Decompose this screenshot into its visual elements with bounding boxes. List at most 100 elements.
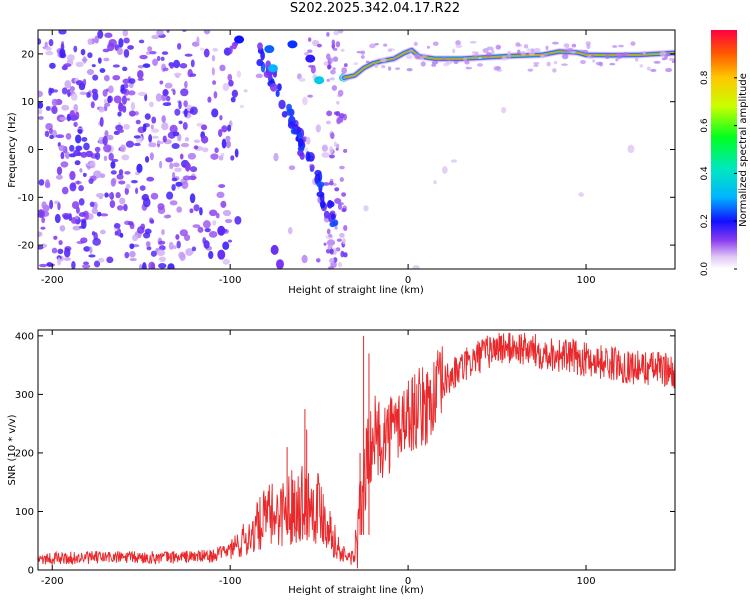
spectrogram-cell [199,207,203,216]
spectrogram-cell [49,62,56,69]
y-tick-label: 0 [28,566,34,577]
spectrogram-ylabel: Frequency (Hz) [7,112,18,188]
spectrogram-cell [202,220,211,229]
spectrogram-cell [143,232,151,239]
spectrogram-cell [220,200,227,208]
spectrogram-cell [92,91,99,101]
spectrogram-cell [124,187,129,195]
spectrogram-cell [229,45,233,54]
spectrogram-cell [413,41,418,47]
spectrogram-cell [94,146,101,153]
spectrogram-cell [88,178,94,185]
spectrogram-cell [115,192,121,199]
spectrogram-cell [314,76,325,85]
spectrogram-cell [173,59,181,69]
spectrogram-cell [74,160,81,166]
spectrogram-cell [374,63,379,68]
spectrogram-cell [129,250,136,258]
spectrogram-cell [225,135,231,142]
spectrogram-cell [137,77,144,81]
spectrogram-cell [148,261,156,269]
spectrogram-cell [113,130,120,136]
spectrogram-cell [110,178,116,187]
spectrogram-cell [44,130,50,138]
y-tick-label: 100 [15,507,34,518]
spectrogram-cell [144,113,151,120]
spectrogram-cell [89,201,95,208]
spectrogram-cell [61,87,68,95]
spectrogram-cell [330,69,336,75]
spectrogram-cell [91,231,96,236]
spectrogram-cell [162,89,169,97]
spectrogram-cell [92,237,101,246]
colorbar: 0.0 0.2 0.4 0.6 0.8 Normalized spectral ampl… [700,30,749,276]
spectrogram-cell [208,230,218,238]
spectrogram-cell [151,34,160,40]
spectrogram-cell [217,249,226,260]
spectrogram-cell [133,135,141,139]
colorbar-tick-label: 0.2 [700,214,710,228]
spectrogram-cell [114,231,118,236]
spectrogram-cell [75,61,84,68]
spectrogram-cell [52,89,59,93]
spectrogram-cell [212,80,217,85]
spectrogram-cell [305,136,311,145]
spectrogram-cell [56,174,63,180]
spectrogram-cell [267,64,278,73]
spectrogram-cell [353,62,359,66]
spectrogram-cell [99,116,104,127]
spectrogram-cell [234,35,245,44]
colorbar-ticks: 0.0 0.2 0.4 0.6 0.8 [700,70,737,276]
spectrogram-cell [501,107,507,114]
spectrogram-cell [380,58,387,63]
spectrogram-cell [650,68,657,73]
spectrogram-cell [336,100,340,105]
chart-title: S202.2025.342.04.17.R22 [289,1,461,16]
spectrogram-cell [255,73,263,79]
spectrogram-cell [200,135,209,144]
spectrogram-cell [132,234,139,242]
spectrogram-cell [86,68,95,76]
spectrogram-cell [288,165,296,171]
spectrogram-cell [118,102,124,112]
spectrogram-cell [176,206,183,213]
spectrogram-cell [616,52,622,57]
spectrogram-cell [75,206,80,214]
spectrogram-cell [41,201,47,210]
spectrogram-x-axis: -200 -100 0 100 [41,30,596,286]
spectrogram-cell [296,73,302,80]
spectrogram-cell [144,156,150,163]
spectrogram-cell [297,149,304,157]
spectrogram-cell [161,229,165,236]
spectrogram-cell [113,95,122,104]
spectrogram-cell [73,45,78,53]
spectrogram-cell [54,213,61,224]
spectrogram-cell [182,30,187,33]
spectrogram-cell [298,77,306,82]
spectrogram-cell [135,119,141,125]
spectrogram-cell [319,200,326,209]
spectrogram-cell [190,59,195,68]
spectrogram-cell [326,78,330,83]
spectrogram-cell [51,98,58,107]
spectrogram-cell [321,144,328,152]
spectrogram-cell [82,172,87,177]
spectrogram-cell [161,115,166,123]
spectrogram-cell [182,122,188,130]
spectrogram-cell [38,108,43,115]
spectrogram-cell [290,128,297,135]
spectrogram-cell [91,88,98,94]
spectrogram-cell [332,47,338,51]
spectrogram-cell [323,210,330,219]
spectrogram-cell [122,66,128,72]
y-tick-label: -10 [18,193,34,204]
spectrogram-cell [103,105,108,112]
spectrogram-cell [287,121,296,129]
x-tick-label: -200 [41,275,64,286]
spectrogram-cell [138,39,145,44]
spectrogram-cell [227,73,233,82]
spectrogram-cell [270,244,279,255]
spectrogram-cell [110,170,117,175]
spectrogram-cell [189,166,198,173]
spectrogram-cell [116,205,124,211]
